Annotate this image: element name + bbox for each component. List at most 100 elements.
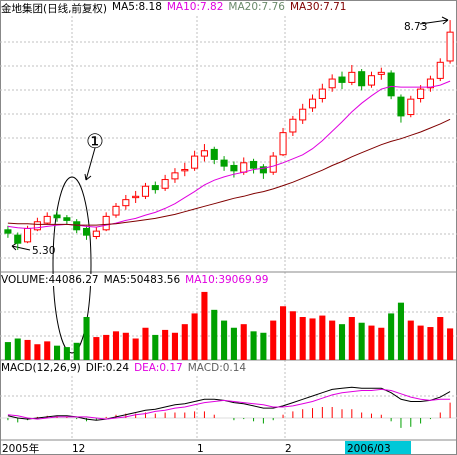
header-value: MA5:8.18 [112,1,162,13]
volume-bar [309,318,316,360]
candle-body [220,159,228,167]
candle-body [122,199,130,207]
volume-bar [103,334,110,360]
candle-body [33,221,41,231]
candle-body [151,185,159,191]
ma-line [7,118,451,226]
volume-bar [270,320,277,360]
arrow [84,147,96,181]
volume-bar [122,332,129,360]
volume-bar [388,313,395,360]
candle-body [446,31,454,62]
candle-body [259,166,267,174]
candle-body [318,88,326,99]
volume-bar [171,332,179,360]
candle-body [191,155,199,169]
volume-bar [319,315,326,360]
volume-bar [250,331,257,360]
candle-body [338,76,346,83]
header-value: MACD(12,26,9) [1,362,81,374]
candle-body [92,230,100,237]
volume-bar [279,306,287,360]
volume-bar [417,325,424,360]
candle-body [407,98,415,116]
volume-bar [63,347,70,360]
candle-body [348,71,356,83]
header-title: 金地集团(日线,前复权) [1,3,108,15]
candle-body [299,108,307,121]
volume-bar [53,345,61,360]
header-value: DIF:0.24 [85,362,130,374]
candle-body [63,217,71,221]
candle-body [210,148,218,160]
arrow [11,242,31,251]
candle-body [53,214,61,219]
candle-body [308,98,317,109]
date-label: 2005年 [2,442,39,455]
header-value: DEA:0.17 [134,362,183,374]
low-label: 5.30 [32,245,55,257]
volume-bar [112,331,120,360]
volume-bar [397,302,405,360]
volume-bar [201,291,208,360]
candle-body [43,215,51,224]
volume-bar [14,338,21,360]
volume-bar [73,342,80,360]
candle-body [200,150,208,157]
candle-body [328,78,336,89]
volume-bar [24,339,31,360]
candle-body [112,205,120,216]
header-value: MA5:50483.56 [103,274,181,286]
candle-body [289,118,297,133]
date-label: 1 [197,443,204,455]
volume-bar [191,313,198,360]
volume-bar [348,317,355,360]
candle-body [230,164,238,172]
volume-bar [83,317,90,360]
volume-bar [142,327,149,360]
volume-bar [181,324,188,360]
macd-header: MACD(12,26,9) DIF:0.24 DEA:0.17 MACD:0.14 [1,362,247,374]
candle-body [269,155,277,173]
volume-bar [437,317,444,360]
date-label: 12 [72,443,85,455]
candle-body [102,215,110,231]
candle-body [24,227,32,243]
candle-body [4,229,12,234]
volume-header: VOLUME:44086.27 MA5:50483.56 MA10:39069.99 [1,274,269,286]
date-label: 2 [285,443,292,455]
volume-bar [427,327,434,360]
candle-body [279,132,287,156]
header-value: MACD:0.14 [187,362,247,374]
candle-body [250,160,258,169]
volume-bar [447,328,454,360]
candle-body [240,162,248,173]
volume-bar [368,325,375,360]
price-header: 金地集团(日线,前复权) MA5:8.18 MA10:7.82 MA20:7.76 MA… [1,1,347,16]
header-value: VOLUME:44086.27 [1,274,99,286]
arrow [419,16,449,25]
volume-bar [358,322,365,360]
candle-body [358,71,366,87]
candle-body [367,75,376,86]
volume-bar [132,338,139,360]
macd-line [7,386,451,421]
candle-body [141,185,150,197]
header-value: MA10:39069.99 [185,274,269,286]
candle-body [82,227,91,236]
volume-bar [93,337,100,360]
volume-bar [240,324,247,360]
candle-body [171,172,179,180]
high-label: 8.73 [404,21,427,33]
marker-label: ① [86,129,104,153]
candle-body [417,88,425,99]
volume-bar [378,327,385,360]
volume-bar [230,327,237,360]
volume-bar [289,311,296,360]
volume-bar [221,320,228,360]
candle-body [132,195,140,199]
candle-body [14,234,22,244]
